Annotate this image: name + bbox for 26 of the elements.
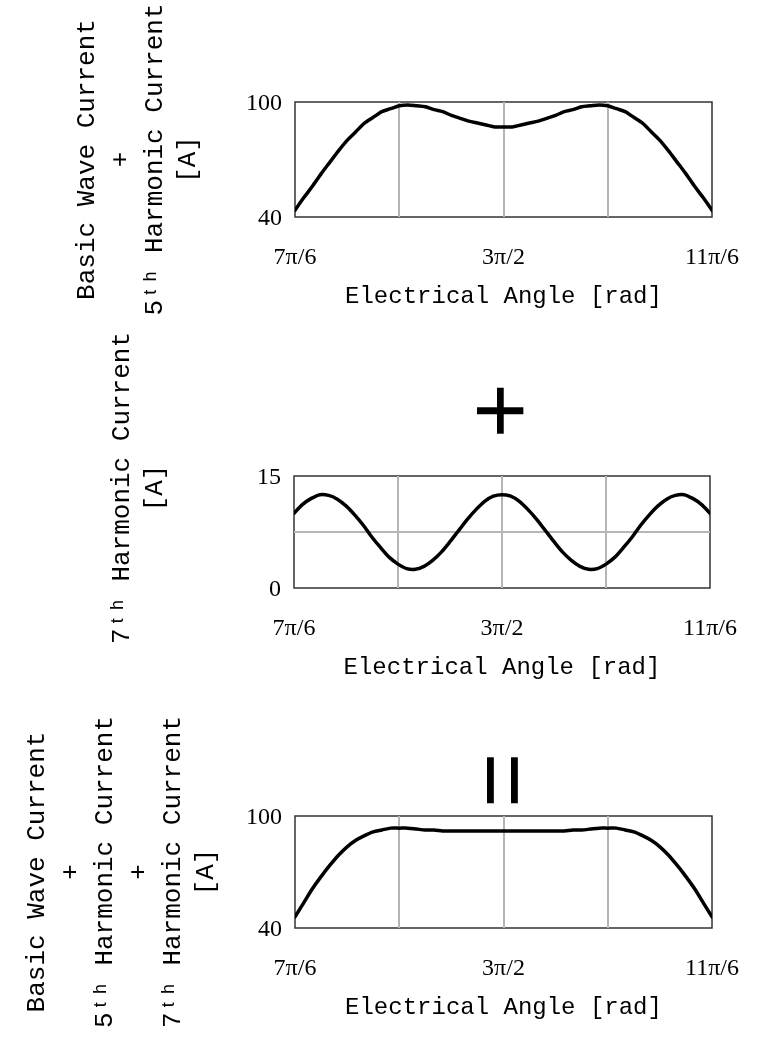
line-series (295, 103, 712, 213)
x-axis-title: Electrical Angle [rad] (343, 654, 661, 682)
x-tick-label: 11π/6 (685, 954, 739, 980)
x-tick-label: 7π/6 (273, 954, 317, 980)
x-tick-label: 11π/6 (685, 243, 739, 269)
y-axis-title: Basic Wave Current + 5ᵗʰ Harmonic Current + 7ᵗʰ Harmonic Current [A] (22, 715, 222, 1029)
text: = (450, 752, 557, 808)
line-series (294, 492, 710, 572)
x-axis-title: Electrical Angle [rad] (345, 994, 662, 1022)
x-tick-label: 3π/2 (480, 614, 524, 640)
y-tick-label: 40 (258, 204, 282, 231)
y-axis-title: 7ᵗʰ Harmonic Current [A] (106, 331, 171, 645)
y-axis-title: Basic Wave Current + 5ᵗʰ Harmonic Current [A] (72, 3, 204, 316)
y-tick-label: 100 (246, 803, 282, 830)
x-tick-label: 11π/6 (683, 614, 737, 640)
x-tick-label: 3π/2 (482, 243, 525, 269)
y-tick-label: 100 (246, 89, 282, 116)
x-tick-label: 7π/6 (273, 243, 317, 269)
line-series (295, 826, 712, 919)
y-tick-label: 0 (269, 575, 281, 602)
text: + (449, 383, 555, 439)
y-tick-label: 15 (257, 463, 281, 490)
y-tick-label: 40 (258, 915, 282, 942)
x-tick-label: 3π/2 (482, 954, 525, 980)
x-tick-label: 7π/6 (272, 614, 316, 640)
x-axis-title: Electrical Angle [rad] (345, 283, 662, 311)
